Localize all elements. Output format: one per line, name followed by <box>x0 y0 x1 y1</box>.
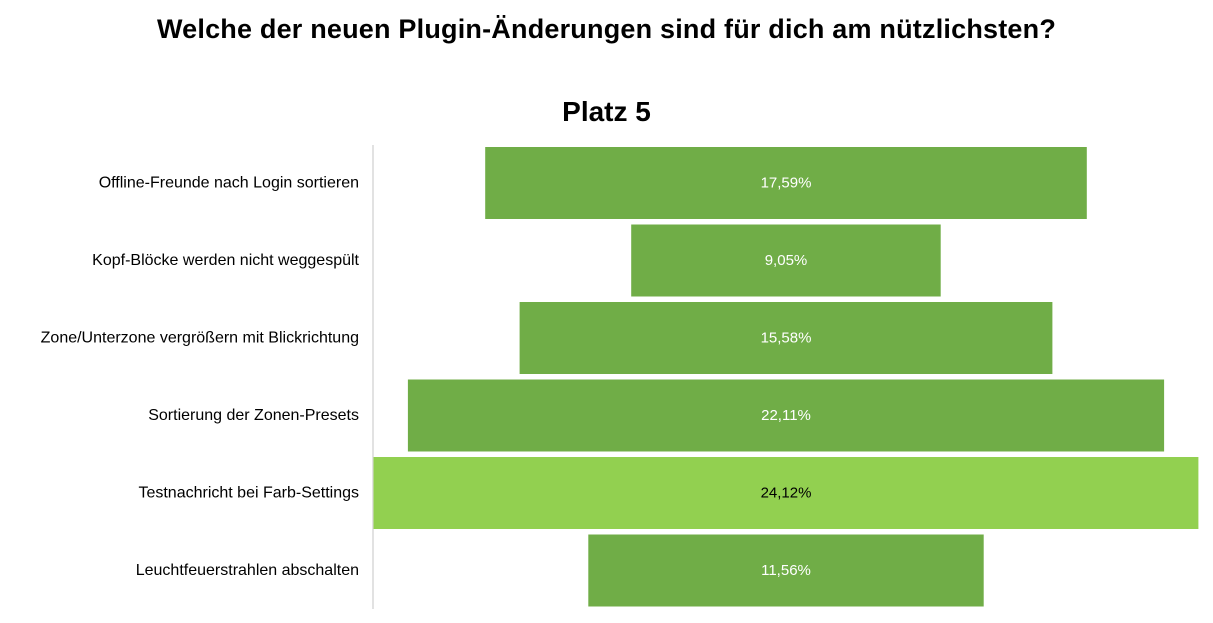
data-label: 22,11% <box>761 407 811 424</box>
bar <box>407 379 1165 452</box>
data-label: 9,05% <box>765 252 808 269</box>
data-label: 11,56% <box>761 562 811 579</box>
bar <box>631 224 941 297</box>
category-label: Offline-Freunde nach Login sortieren <box>99 175 359 192</box>
data-label: 24,12% <box>761 485 812 502</box>
bar <box>373 457 1199 529</box>
data-label: 17,59% <box>761 175 812 192</box>
chart-subtitle: Platz 5 <box>562 96 651 127</box>
category-label: Sortierung der Zonen-Presets <box>148 407 359 424</box>
bar <box>485 147 1087 219</box>
bar <box>519 302 1053 374</box>
category-label: Testnachricht bei Farb-Settings <box>138 485 359 502</box>
category-label: Zone/Unterzone vergrößern mit Blickricht… <box>41 330 359 347</box>
bar <box>588 534 984 607</box>
category-label: Kopf-Blöcke werden nicht weggespült <box>92 252 359 269</box>
data-label: 15,58% <box>761 330 812 347</box>
category-label: Leuchtfeuerstrahlen abschalten <box>136 562 359 579</box>
chart-title: Welche der neuen Plugin-Änderungen sind … <box>156 14 1057 44</box>
